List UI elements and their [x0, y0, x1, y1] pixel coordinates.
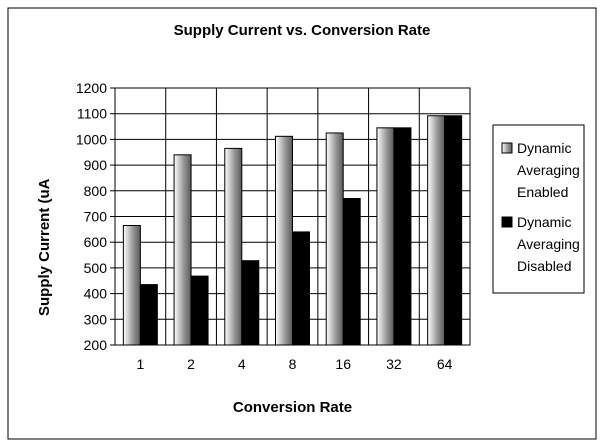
y-tick-label: 200: [84, 337, 108, 353]
plot-area-border: [114, 87, 471, 346]
y-axis-title: Supply Current (uA: [36, 178, 53, 317]
x-tick-label: 64: [437, 356, 453, 372]
bar-enabled: [224, 147, 243, 346]
bar-enabled: [325, 132, 344, 346]
chart-title: Supply Current vs. Conversion Rate: [173, 22, 431, 39]
bar-enabled: [122, 224, 141, 346]
x-axis-title: Conversion Rate: [232, 399, 353, 416]
x-tick-label: 2: [187, 356, 195, 372]
x-tick-label: 1: [136, 356, 144, 372]
bar-disabled: [292, 231, 310, 346]
y-tick-label: 1000: [76, 131, 107, 147]
legend-label: Dynamic Averaging Disabled: [517, 214, 580, 274]
y-tick-label: 500: [84, 260, 108, 276]
y-tick-label: 900: [84, 157, 108, 173]
y-tick-label: 600: [84, 234, 108, 250]
bar-enabled: [427, 115, 446, 346]
y-tick-label: 1200: [76, 80, 107, 96]
y-tick-label: 800: [84, 183, 108, 199]
x-tick-label: 8: [289, 356, 297, 372]
outer-border: [7, 7, 597, 440]
bar-disabled: [444, 115, 463, 346]
bar-enabled: [376, 127, 395, 346]
bar-disabled: [393, 127, 412, 346]
legend-swatch-disabled: [501, 216, 513, 228]
y-tick-label: 700: [84, 209, 108, 225]
bar-disabled: [241, 260, 260, 346]
y-tick-label: 1100: [77, 106, 107, 122]
bar-disabled: [342, 198, 361, 346]
x-tick-label: 16: [335, 356, 351, 372]
legend-swatch-enabled: [501, 142, 513, 154]
bar-enabled: [275, 135, 293, 346]
bar-disabled: [190, 275, 209, 346]
bar-enabled: [173, 154, 192, 346]
legend-label: Dynamic Averaging Enabled: [517, 140, 580, 200]
y-tick-label: 400: [84, 286, 108, 302]
x-tick-label: 4: [238, 356, 246, 372]
y-tick-label: 300: [84, 311, 108, 327]
bar-disabled: [139, 284, 158, 346]
x-tick-label: 32: [386, 356, 402, 372]
